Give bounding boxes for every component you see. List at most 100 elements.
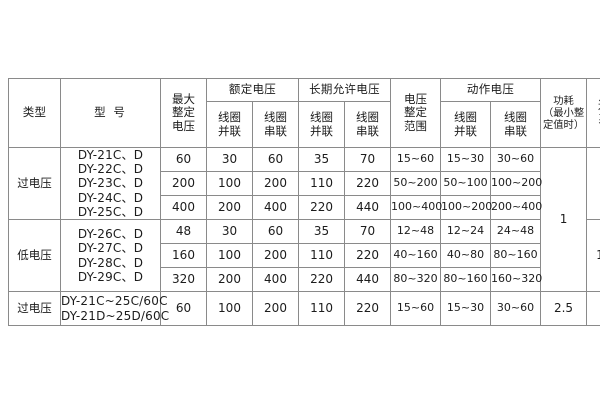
header-longterm-coil-parallel: 线圈 并联 (298, 101, 346, 148)
cell-max-setting-voltage: 320 (160, 267, 207, 292)
cell-operating-coil-parallel: 100~200 (440, 195, 492, 220)
cell-model: DY-21C~25C/60C DY-21D~25D/60C (60, 291, 170, 326)
model-line: DY-21C、D (77, 148, 144, 163)
cell-longterm-coil-parallel: 35 (298, 147, 346, 172)
header-return-coefficient-line-1: 返回 (598, 98, 600, 113)
cell-operating-coil-parallel: 15~30 (440, 147, 492, 172)
cell-longterm-coil-parallel: 220 (298, 195, 346, 220)
header-max-setting-voltage-line-3: 电压 (172, 118, 195, 133)
header-type: 类型 (8, 78, 61, 148)
model-line: DY-28C、D (77, 255, 144, 270)
cell-longterm-coil-series: 220 (344, 171, 392, 196)
cell-longterm-coil-series: 220 (344, 291, 392, 326)
cell-max-setting-voltage: 60 (160, 291, 207, 326)
cell-max-setting-voltage: 60 (160, 147, 207, 172)
header-operating-voltage: 动作电压 (440, 78, 542, 102)
header-longterm-coil-series: 线圈 串联 (344, 101, 392, 148)
model-line: DY-22C、D (77, 162, 144, 177)
label-coil: 线圈 (504, 109, 528, 124)
cell-longterm-coil-series: 70 (344, 219, 392, 244)
cell-rated-coil-parallel: 100 (206, 291, 253, 326)
label-parallel: 并联 (310, 123, 334, 138)
header-max-setting-voltage: 最大 整定 电压 (160, 78, 207, 148)
model-line: DY-23C、D (77, 176, 144, 191)
cell-longterm-coil-series: 70 (344, 147, 392, 172)
cell-operating-coil-series: 100~200 (490, 171, 542, 196)
cell-longterm-coil-parallel: 220 (298, 267, 346, 292)
cell-longterm-coil-parallel: 110 (298, 291, 346, 326)
cell-rated-coil-series: 400 (251, 267, 300, 292)
cell-operating-coil-series: 30~60 (490, 291, 542, 326)
label-coil: 线圈 (218, 109, 241, 124)
model-line: DY-21C~25C/60C (61, 294, 168, 309)
cell-operating-coil-parallel: 15~30 (440, 291, 492, 326)
cell-operating-coil-series: 160~320 (490, 267, 542, 292)
cell-max-setting-voltage: 400 (160, 195, 207, 220)
table-body: 过电压 DY-21C、D DY-22C、D DY-23C、D DY-24C、D DY-25… (8, 147, 600, 326)
cell-rated-coil-parallel: 100 (206, 243, 253, 268)
cell-rated-coil-parallel: 30 (206, 219, 253, 244)
label-coil: 线圈 (356, 109, 380, 124)
cell-operating-coil-parallel: 40~80 (440, 243, 492, 268)
cell-voltage-setting-range: 80~320 (390, 267, 442, 292)
cell-max-setting-voltage: 200 (160, 171, 207, 196)
cell-return-coefficient: 0.8 (586, 147, 600, 220)
label-series: 串联 (356, 123, 380, 138)
header-max-setting-voltage-line-1: 最大 (172, 91, 195, 106)
header-return-coefficient: 返回 系数 (586, 78, 600, 148)
model-line: DY-25C、D (77, 204, 144, 219)
cell-max-setting-voltage: 160 (160, 243, 207, 268)
header-model: 型 号 (60, 78, 161, 148)
cell-operating-coil-parallel: 80~160 (440, 267, 492, 292)
cell-longterm-coil-series: 220 (344, 243, 392, 268)
cell-operating-coil-series: 30~60 (490, 147, 542, 172)
header-row-top: 类型 型 号 最大 整定 电压 额定电压 长期允许电压 电压 整定 范围 动作电… (8, 78, 600, 148)
header-power-consumption: 功耗 （最小整 定值时） (540, 78, 588, 148)
cell-rated-coil-series: 200 (251, 243, 300, 268)
header-voltage-setting-range-line-3: 范围 (404, 118, 428, 133)
label-series: 串联 (504, 123, 528, 138)
table-row: 过电压 DY-21C~25C/60C DY-21D~25D/60C 60 100 200 1… (8, 291, 600, 326)
table-row: 过电压 DY-21C、D DY-22C、D DY-23C、D DY-24C、D DY-25… (8, 147, 600, 292)
cell-longterm-coil-series: 440 (344, 267, 392, 292)
cell-rated-coil-series: 60 (251, 219, 300, 244)
cell-model: DY-26C、D DY-27C、D DY-28C、D DY-29C、D (60, 219, 161, 292)
header-power-consumption-line-2: （最小整 (542, 106, 585, 119)
header-operating-coil-series: 线圈 串联 (490, 101, 542, 148)
cell-longterm-coil-parallel: 110 (298, 171, 346, 196)
model-line: DY-21D~25D/60C (61, 308, 170, 323)
header-rated-coil-parallel: 线圈 并联 (206, 101, 253, 148)
cell-return-coefficient: 1.25 (586, 219, 600, 292)
cell-rated-coil-series: 60 (251, 147, 300, 172)
model-line: DY-26C、D (77, 227, 144, 242)
cell-operating-coil-parallel: 50~100 (440, 171, 492, 196)
cell-voltage-setting-range: 15~60 (390, 291, 442, 326)
cell-rated-coil-series: 200 (251, 291, 300, 326)
header-rated-voltage: 额定电压 (205, 78, 300, 102)
cell-longterm-coil-parallel: 35 (298, 219, 346, 244)
cell-rated-coil-series: 200 (251, 171, 300, 196)
model-line: DY-24C、D (77, 190, 144, 205)
cell-operating-coil-series: 80~160 (490, 243, 542, 268)
header-power-consumption-line-1: 功耗 (553, 94, 574, 107)
model-line: DY-27C、D (77, 241, 144, 256)
header-max-setting-voltage-line-2: 整定 (172, 105, 195, 120)
cell-rated-coil-parallel: 200 (206, 195, 253, 220)
cell-type: 过电压 (8, 147, 61, 220)
cell-voltage-setting-range: 40~160 (390, 243, 442, 268)
header-power-consumption-line-3: 定值时） (542, 119, 585, 132)
cell-model: DY-21C、D DY-22C、D DY-23C、D DY-24C、D DY-25C、D (60, 147, 161, 220)
table-header: 类型 型 号 最大 整定 电压 额定电压 长期允许电压 电压 整定 范围 动作电… (8, 78, 600, 148)
cell-return-coefficient: 0.8 (586, 291, 600, 326)
label-coil: 线圈 (264, 109, 287, 124)
cell-max-setting-voltage: 48 (160, 219, 207, 244)
cell-rated-coil-series: 400 (251, 195, 300, 220)
cell-operating-coil-series: 24~48 (490, 219, 542, 244)
relay-spec-table: 类型 型 号 最大 整定 电压 额定电压 长期允许电压 电压 整定 范围 动作电… (8, 78, 600, 326)
header-return-coefficient-line-2: 系数 (598, 112, 600, 126)
label-coil: 线圈 (310, 109, 334, 124)
cell-power-consumption: 1 (540, 147, 588, 292)
cell-voltage-setting-range: 100~400 (390, 195, 442, 220)
header-voltage-setting-range-line-1: 电压 (404, 91, 428, 106)
